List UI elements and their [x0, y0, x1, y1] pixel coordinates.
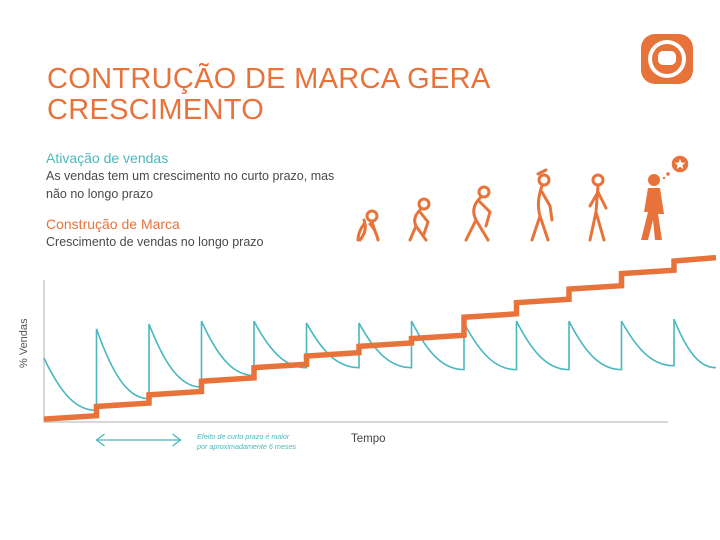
title-line-1: CONTRUÇÃO DE MARCA GERA — [47, 63, 491, 95]
activation-section: Ativação de vendas As vendas tem um cres… — [46, 150, 334, 203]
short-term-arrow — [95, 433, 182, 447]
star-icon — [674, 159, 686, 169]
x-axis-label: Tempo — [351, 433, 386, 445]
tv-logo-icon — [641, 34, 693, 84]
activation-text-line-1: As vendas tem um crescimento no curto pr… — [46, 169, 335, 183]
activation-heading: Ativação de vendas — [46, 150, 169, 166]
title-line-2: CRESCIMENTO — [47, 94, 265, 126]
evolution-stages-icon — [356, 154, 690, 242]
brand-building-text: Crescimento de vendas no longo prazo — [46, 235, 264, 249]
note-line-2: por aproximadamente 6 meses — [197, 442, 297, 451]
activation-text-line-2: não no longo prazo — [46, 187, 154, 201]
double-arrow-icon — [95, 433, 182, 447]
short-term-sales-line — [43, 318, 717, 412]
brand-building-heading: Construção de Marca — [46, 216, 180, 232]
note-line-1: Efeito de curto prazo é maior — [197, 432, 290, 441]
y-axis-label: % Vendas — [18, 318, 30, 368]
short-term-note: Efeito de curto prazo é maior por aproxi… — [197, 432, 327, 452]
brand-building-section: Construção de Marca Crescimento de venda… — [46, 216, 264, 251]
brand-building-sales-line — [43, 254, 717, 422]
page-title: CONTRUÇÃO DE MARCA GERA CRESCIMENTO — [47, 64, 567, 126]
